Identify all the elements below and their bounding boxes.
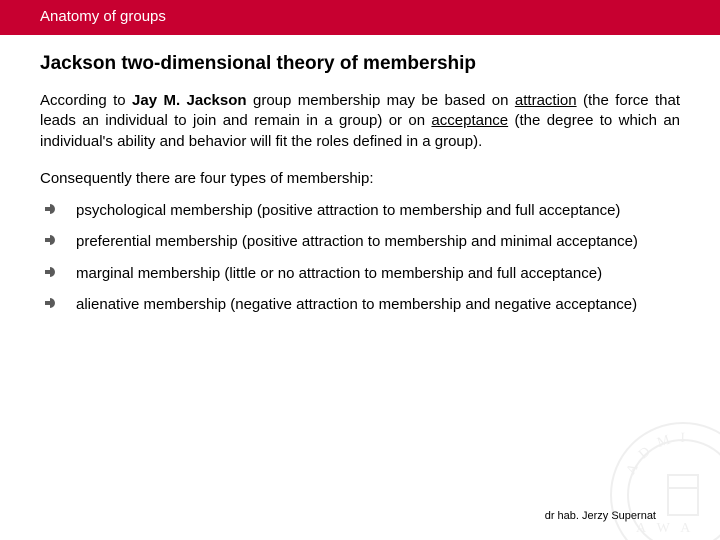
intro-text-2: group membership may be based on bbox=[247, 92, 515, 109]
svg-text:A D M I: A D M I bbox=[624, 431, 688, 477]
watermark-seal-icon: A D M I A W A bbox=[608, 420, 720, 540]
intro-author: Jay M. Jackson bbox=[132, 92, 247, 109]
list-item: marginal membership (little or no attrac… bbox=[44, 264, 680, 284]
intro-underline-2: acceptance bbox=[431, 112, 508, 129]
list-item-text: marginal membership (little or no attrac… bbox=[76, 264, 680, 284]
header-title: Anatomy of groups bbox=[40, 8, 166, 25]
subheading: Consequently there are four types of mem… bbox=[40, 170, 680, 187]
arrow-bullet-icon bbox=[44, 264, 58, 282]
intro-paragraph: According to Jay M. Jackson group member… bbox=[40, 91, 680, 152]
list-item-text: psychological membership (positive attra… bbox=[76, 201, 680, 221]
intro-underline-1: attraction bbox=[515, 92, 577, 109]
arrow-bullet-icon bbox=[44, 201, 58, 219]
list-item: alienative membership (negative attracti… bbox=[44, 295, 680, 315]
intro-text-1: According to bbox=[40, 92, 132, 109]
slide-content: Jackson two-dimensional theory of member… bbox=[0, 35, 720, 315]
membership-list: psychological membership (positive attra… bbox=[40, 201, 680, 315]
slide-heading: Jackson two-dimensional theory of member… bbox=[40, 53, 680, 75]
arrow-bullet-icon bbox=[44, 232, 58, 250]
list-item: preferential membership (positive attrac… bbox=[44, 232, 680, 252]
svg-text:A W A: A W A bbox=[636, 521, 694, 536]
arrow-bullet-icon bbox=[44, 295, 58, 313]
list-item: psychological membership (positive attra… bbox=[44, 201, 680, 221]
list-item-text: alienative membership (negative attracti… bbox=[76, 295, 680, 315]
slide-header: Anatomy of groups bbox=[0, 0, 720, 35]
list-item-text: preferential membership (positive attrac… bbox=[76, 232, 680, 252]
